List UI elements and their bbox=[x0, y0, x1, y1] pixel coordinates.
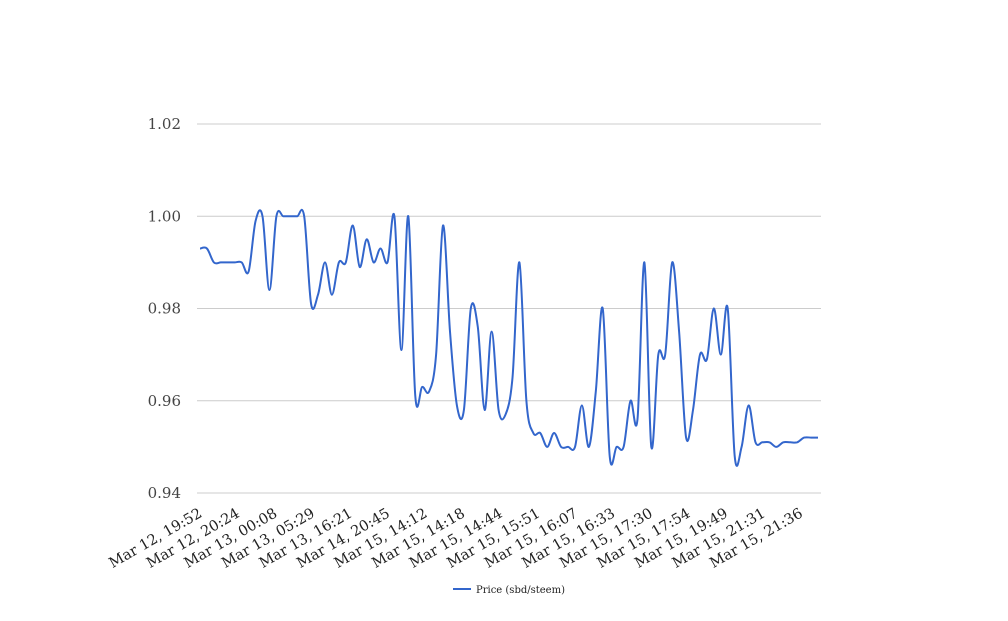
y-tick-label: 1.02 bbox=[148, 115, 181, 133]
y-tick-label: 1.00 bbox=[148, 207, 181, 225]
y-tick-label: 0.94 bbox=[148, 484, 181, 502]
y-tick-label: 0.96 bbox=[148, 392, 181, 410]
gridlines bbox=[197, 123, 821, 494]
legend-label: Price (sbd/steem) bbox=[476, 585, 565, 596]
y-axis-tick-labels: 0.94 0.96 0.98 1.00 1.02 bbox=[148, 115, 181, 502]
legend: Price (sbd/steem) bbox=[453, 585, 565, 596]
series-layer bbox=[199, 208, 818, 467]
series-line-price bbox=[199, 208, 818, 467]
y-tick-label: 0.98 bbox=[148, 300, 181, 318]
